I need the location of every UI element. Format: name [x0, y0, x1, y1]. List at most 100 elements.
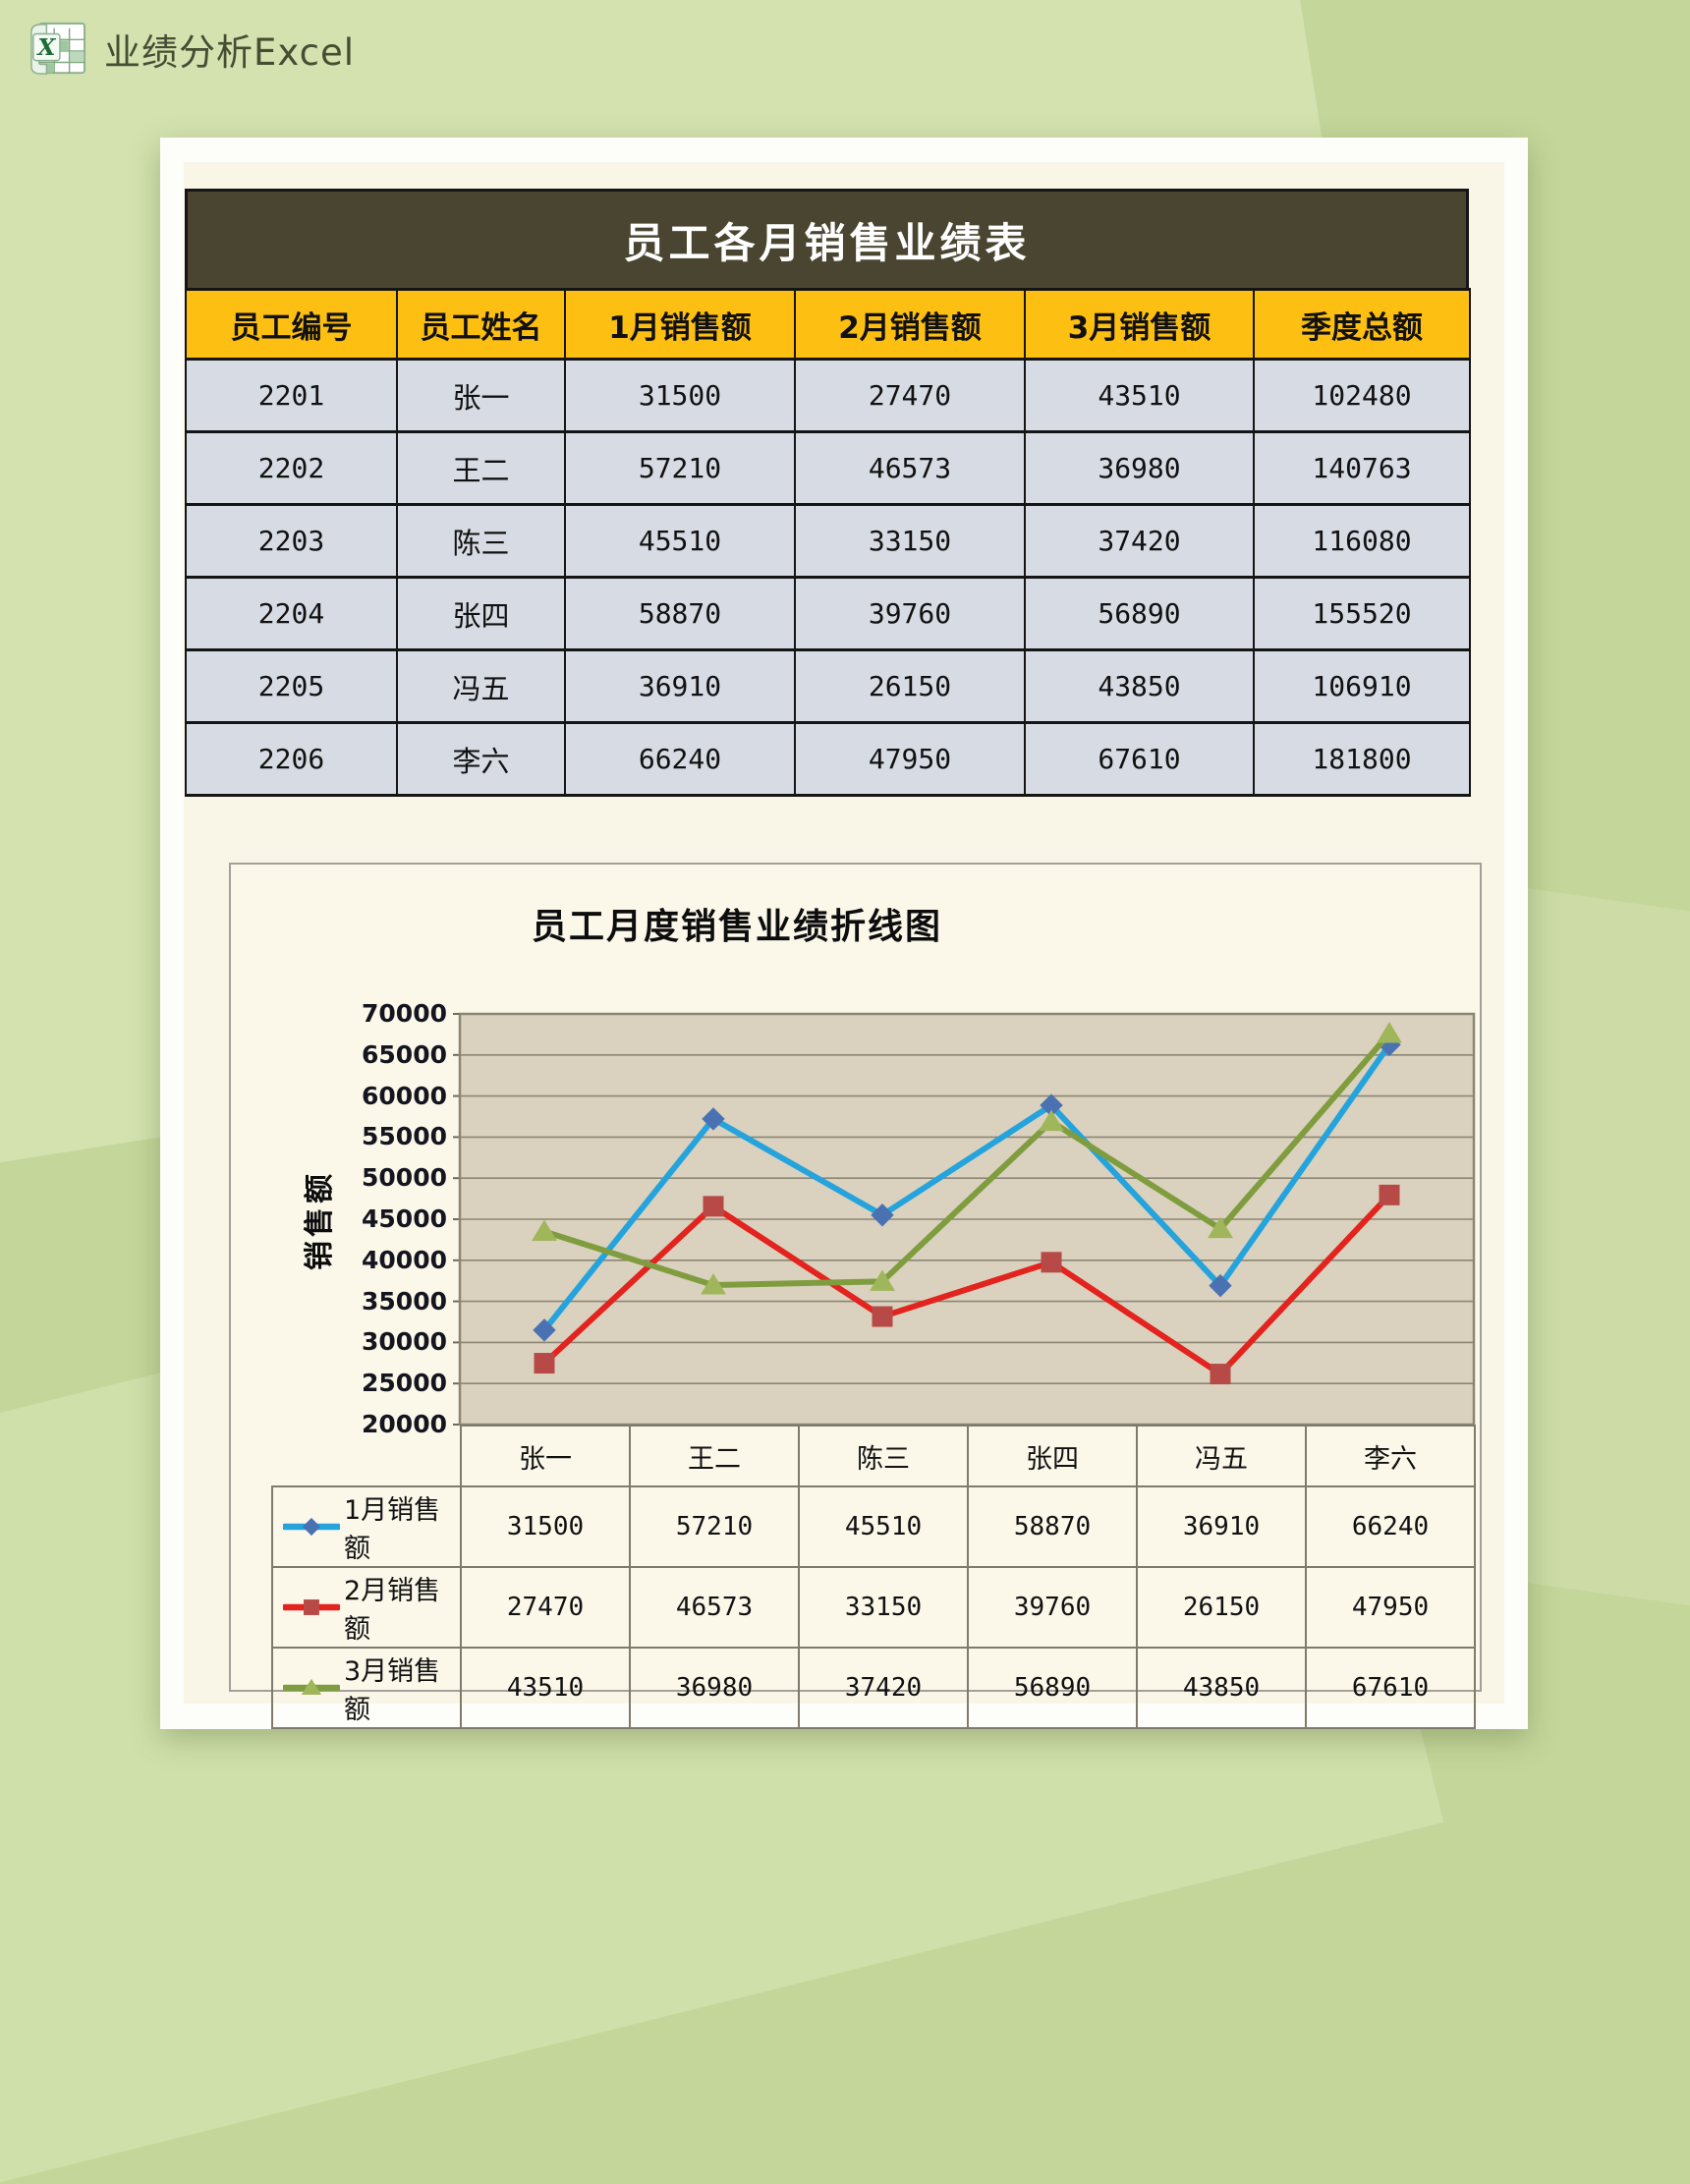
- sales-table-cell: 45510: [564, 503, 796, 579]
- sales-table-title: 员工各月销售业绩表: [185, 189, 1469, 288]
- legend-series-name: 3月销售额: [343, 1656, 441, 1725]
- sales-table-cell: 26150: [794, 648, 1026, 724]
- chart-table-value-cell: 33150: [798, 1566, 969, 1649]
- sales-table-cell: 57210: [564, 430, 796, 506]
- legend-series-name: 1月销售额: [343, 1495, 441, 1564]
- sales-table-header-cell: 1月销售额: [564, 288, 796, 361]
- chart-table-value-cell: 57210: [629, 1485, 800, 1568]
- chart-table-category-row: 张一 王二 陈三 张四 冯五 李六: [272, 1425, 1476, 1487]
- app-header: X 业绩分析Excel: [28, 18, 355, 81]
- sales-table-cell: 2202: [185, 430, 398, 506]
- sales-table-cell: 67610: [1024, 721, 1255, 797]
- sales-table-row: 2202 王二 57210 46573 36980 140763: [185, 430, 1471, 506]
- chart-table-value-cell: 45510: [798, 1485, 969, 1568]
- legend-series-name: 2月销售额: [343, 1576, 441, 1645]
- y-axis-tick-label: 25000: [362, 1369, 447, 1398]
- y-axis-tick-label: 30000: [362, 1327, 447, 1357]
- sales-table-cell: 47950: [794, 721, 1026, 797]
- y-axis-tick-label: 65000: [362, 1039, 447, 1069]
- sales-table-cell: 181800: [1253, 721, 1471, 797]
- sales-table-header-cell: 员工编号: [185, 288, 398, 361]
- legend-item: 1月销售额: [271, 1485, 462, 1568]
- excel-icon: X: [28, 21, 88, 78]
- line-chart: 员工月度销售业绩折线图 销售额 20000 25000 30000 35000 4000…: [229, 863, 1482, 1729]
- svg-text:X: X: [35, 34, 56, 61]
- sales-table-cell: 王二: [396, 430, 566, 506]
- sales-table-cell: 66240: [564, 721, 796, 797]
- sales-table-cell: 2204: [185, 576, 398, 651]
- sales-table-cell: 116080: [1253, 503, 1471, 579]
- sales-table-cell: 冯五: [396, 648, 566, 724]
- diamond-legend-key-icon: [283, 1517, 340, 1537]
- y-axis-tick-label: 55000: [362, 1122, 447, 1151]
- chart-data-table: 张一 王二 陈三 张四 冯五 李六 1月销售额 31500 57210 45510 58870 369…: [271, 1425, 1476, 1729]
- y-axis-tick-label: 20000: [362, 1410, 447, 1438]
- legend-item: 3月销售额: [271, 1647, 462, 1729]
- chart-table-value-cell: 43510: [460, 1647, 631, 1729]
- sales-table-cell: 58870: [564, 576, 796, 651]
- y-axis-tick-label: 70000: [362, 999, 447, 1028]
- sales-table-row: 2206 李六 66240 47950 67610 181800: [185, 721, 1471, 797]
- sales-table-cell: 140763: [1253, 430, 1471, 506]
- sales-table-cell: 43510: [1024, 358, 1255, 433]
- chart-table-value-cell: 36910: [1136, 1485, 1307, 1568]
- y-axis-tick-label: 50000: [362, 1163, 447, 1193]
- chart-table-value-cell: 39760: [967, 1566, 1138, 1649]
- chart-table-series-row: 1月销售额 31500 57210 45510 58870 36910 66240: [271, 1485, 1476, 1568]
- chart-table-value-cell: 66240: [1305, 1485, 1476, 1568]
- chart-table-value-cell: 27470: [460, 1566, 631, 1649]
- square-legend-key-icon: [283, 1599, 340, 1615]
- y-axis-tick-label: 45000: [362, 1204, 447, 1233]
- chart-table-value-cell: 47950: [1305, 1566, 1476, 1649]
- sales-table-header-cell: 2月销售额: [794, 288, 1026, 361]
- x-axis-category-label: 张一: [460, 1425, 631, 1487]
- sales-table-header-cell: 3月销售额: [1024, 288, 1255, 361]
- chart-table-value-cell: 46573: [629, 1566, 800, 1649]
- sales-table-cell: 31500: [564, 358, 796, 433]
- sales-table-cell: 56890: [1024, 576, 1255, 651]
- triangle-legend-key-icon: [283, 1678, 340, 1696]
- chart-table-value-cell: 56890: [967, 1647, 1138, 1729]
- plot-area: [453, 1012, 1476, 1427]
- chart-table-value-cell: 58870: [967, 1485, 1138, 1568]
- sales-table-cell: 102480: [1253, 358, 1471, 433]
- sales-table-cell: 37420: [1024, 503, 1255, 579]
- sales-table-cell: 106910: [1253, 648, 1471, 724]
- sales-table-row: 2201 张一 31500 27470 43510 102480: [185, 358, 1471, 433]
- sales-table-cell: 2205: [185, 648, 398, 724]
- sales-table-section: 员工各月销售业绩表 员工编号 员工姓名 1月销售额 2月销售额 3月销售额 季度总额 220…: [185, 189, 1471, 797]
- app-title: 业绩分析Excel: [104, 31, 356, 74]
- sales-table-cell: 36910: [564, 648, 796, 724]
- chart-table-value-cell: 67610: [1305, 1647, 1476, 1729]
- x-axis-category-label: 李六: [1305, 1425, 1476, 1487]
- sales-table-cell: 张一: [396, 358, 566, 433]
- chart-table-value-cell: 31500: [460, 1485, 631, 1568]
- y-axis-tick-label: 35000: [362, 1286, 447, 1316]
- sales-table-cell: 27470: [794, 358, 1026, 433]
- sales-table-cell: 46573: [794, 430, 1026, 506]
- sales-table-header-cell: 季度总额: [1253, 288, 1471, 361]
- sales-table-row: 2205 冯五 36910 26150 43850 106910: [185, 648, 1471, 724]
- sales-table-cell: 36980: [1024, 430, 1255, 506]
- chart-table-series-row: 2月销售额 27470 46573 33150 39760 26150 47950: [271, 1566, 1476, 1649]
- sales-table: 员工编号 员工姓名 1月销售额 2月销售额 3月销售额 季度总额 2201 张一 31500 27…: [185, 288, 1471, 797]
- sales-table-cell: 33150: [794, 503, 1026, 579]
- sales-table-cell: 43850: [1024, 648, 1255, 724]
- sales-table-row: 2204 张四 58870 39760 56890 155520: [185, 576, 1471, 651]
- chart-table-corner: [272, 1426, 461, 1486]
- x-axis-category-label: 张四: [967, 1425, 1138, 1487]
- chart-table-value-cell: 43850: [1136, 1647, 1307, 1729]
- chart-table-value-cell: 36980: [629, 1647, 800, 1729]
- document-paper: 员工各月销售业绩表 员工编号 员工姓名 1月销售额 2月销售额 3月销售额 季度总额 220…: [160, 138, 1528, 1729]
- chart-table-series-row: 3月销售额 43510 36980 37420 56890 43850 67610: [271, 1647, 1476, 1729]
- sales-table-row: 2203 陈三 45510 33150 37420 116080: [185, 503, 1471, 579]
- chart-table-value-cell: 37420: [798, 1647, 969, 1729]
- y-axis-tick-label: 60000: [362, 1081, 447, 1110]
- x-axis-category-label: 王二: [629, 1425, 800, 1487]
- sales-table-cell: 155520: [1253, 576, 1471, 651]
- chart-title: 员工月度销售业绩折线图: [531, 907, 942, 947]
- sales-table-cell: 2206: [185, 721, 398, 797]
- legend-item: 2月销售额: [271, 1566, 462, 1649]
- chart-table-value-cell: 26150: [1136, 1566, 1307, 1649]
- document-content: 员工各月销售业绩表 员工编号 员工姓名 1月销售额 2月销售额 3月销售额 季度总额 220…: [184, 162, 1504, 1729]
